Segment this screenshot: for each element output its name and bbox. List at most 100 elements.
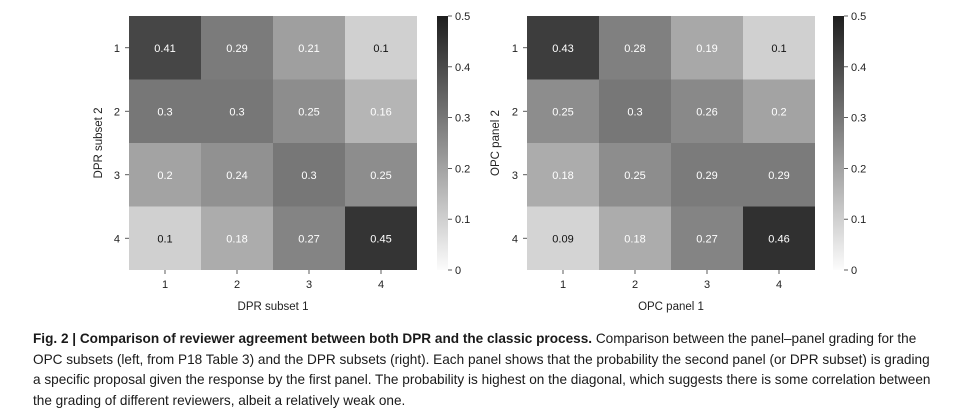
- colorbar-tick-label: 0.2: [851, 163, 866, 175]
- cell-value-label: 0.3: [627, 106, 642, 118]
- cell-value-label: 0.18: [552, 170, 573, 182]
- heatmap-cell: [345, 143, 417, 207]
- caption-body: Comparison between the panel–panel gradi…: [33, 331, 931, 408]
- heatmap-cell: [527, 206, 599, 270]
- cell-value-label: 0.29: [696, 170, 717, 182]
- heatmap-cell: [273, 206, 345, 270]
- heatmap-left: 0.41 0.29 0.21 0.10.3 0.3 0.25 0.160.2 0.24 0.3 0…: [93, 11, 470, 313]
- heatmap-cell: [671, 143, 743, 207]
- x-tick-label: 1: [560, 279, 566, 291]
- y-tick-label: 4: [114, 233, 120, 245]
- y-tick-label: 4: [512, 233, 518, 245]
- cell-value-label: 0.29: [226, 43, 247, 55]
- y-tick-label: 3: [512, 170, 518, 182]
- heatmap-cell: [201, 143, 273, 207]
- heatmap-cell: [743, 206, 815, 270]
- heatmap-cell: [599, 143, 671, 207]
- y-tick-label: 2: [512, 106, 518, 118]
- x-tick-label: 3: [306, 279, 312, 291]
- x-tick-label: 4: [776, 279, 782, 291]
- heatmap-cell: [671, 79, 743, 143]
- cell-value-label: 0.45: [370, 233, 391, 245]
- heatmap-cell: [201, 206, 273, 270]
- colorbar-tick-label: 0.5: [851, 11, 866, 23]
- colorbar-tick-label: 0.4: [455, 62, 470, 74]
- x-axis-label: DPR subset 1: [238, 301, 309, 313]
- cell-value-label: 0.25: [552, 106, 573, 118]
- heatmap-cell: [599, 79, 671, 143]
- heatmap-cell: [527, 143, 599, 207]
- heatmap-cell: [129, 79, 201, 143]
- cell-value-label: 0.3: [229, 106, 244, 118]
- cell-value-label: 0.25: [370, 170, 391, 182]
- heatmap-cell: [671, 16, 743, 80]
- heatmap-cell: [743, 143, 815, 207]
- cell-value-label: 0.1: [771, 43, 786, 55]
- heatmap-cell: [129, 206, 201, 270]
- colorbar: [833, 16, 844, 270]
- colorbar: [437, 16, 448, 270]
- cell-value-label: 0.18: [226, 233, 247, 245]
- heatmap-cell: [345, 206, 417, 270]
- cell-value-label: 0.18: [624, 233, 645, 245]
- colorbar-tick-label: 0.5: [455, 11, 470, 23]
- cell-value-label: 0.46: [768, 233, 789, 245]
- heatmap-cell: [129, 143, 201, 207]
- heatmap-cell: [273, 16, 345, 80]
- heatmap-cell: [273, 143, 345, 207]
- cell-value-label: 0.2: [157, 170, 172, 182]
- cell-value-label: 0.2: [771, 106, 786, 118]
- cell-value-label: 0.3: [157, 106, 172, 118]
- cell-value-label: 0.43: [552, 43, 573, 55]
- heatmap-cell: [129, 16, 201, 80]
- colorbar-tick-label: 0: [455, 265, 461, 277]
- heatmap-cell: [273, 79, 345, 143]
- y-axis-label: DPR subset 2: [93, 108, 105, 179]
- heatmap-cell: [201, 16, 273, 80]
- colorbar-tick-label: 0.4: [851, 62, 866, 74]
- y-tick-label: 1: [114, 43, 120, 55]
- heatmap-cell: [345, 79, 417, 143]
- x-axis-label: OPC panel 1: [638, 301, 704, 313]
- x-tick-label: 3: [704, 279, 710, 291]
- cell-value-label: 0.27: [696, 233, 717, 245]
- heatmap-cell: [201, 79, 273, 143]
- heatmap-cell: [743, 79, 815, 143]
- cell-value-label: 0.24: [226, 170, 247, 182]
- cell-value-label: 0.1: [373, 43, 388, 55]
- cell-value-label: 0.19: [696, 43, 717, 55]
- y-tick-label: 2: [114, 106, 120, 118]
- caption-lead: Fig. 2 | Comparison of reviewer agreemen…: [33, 331, 593, 346]
- colorbar-tick-label: 0.1: [851, 214, 866, 226]
- heatmap-right: 0.43 0.28 0.19 0.10.25 0.3 0.26 0.20.18 0.25 0.2…: [490, 11, 866, 313]
- cell-value-label: 0.29: [768, 170, 789, 182]
- heatmap-cell: [599, 16, 671, 80]
- cell-value-label: 0.26: [696, 106, 717, 118]
- cell-value-label: 0.27: [298, 233, 319, 245]
- heatmap-cell: [345, 16, 417, 80]
- x-tick-label: 4: [378, 279, 384, 291]
- heatmap-cell: [671, 206, 743, 270]
- cell-value-label: 0.09: [552, 233, 573, 245]
- cell-value-label: 0.25: [298, 106, 319, 118]
- heatmap-cell: [743, 16, 815, 80]
- heatmap-cell: [527, 79, 599, 143]
- y-axis-label: OPC panel 2: [490, 110, 502, 176]
- colorbar-tick-label: 0: [851, 265, 857, 277]
- x-tick-label: 2: [632, 279, 638, 291]
- x-tick-label: 1: [162, 279, 168, 291]
- cell-value-label: 0.41: [154, 43, 175, 55]
- y-tick-label: 1: [512, 43, 518, 55]
- heatmap-cell: [527, 16, 599, 80]
- figure-panels: 0.41 0.29 0.21 0.10.3 0.3 0.25 0.160.2 0.24 0.3 0…: [93, 11, 866, 313]
- colorbar-tick-label: 0.3: [455, 113, 470, 125]
- cell-value-label: 0.1: [157, 233, 172, 245]
- cell-value-label: 0.3: [301, 170, 316, 182]
- y-tick-label: 3: [114, 170, 120, 182]
- cell-value-label: 0.28: [624, 43, 645, 55]
- colorbar-tick-label: 0.3: [851, 113, 866, 125]
- x-tick-label: 2: [234, 279, 240, 291]
- cell-value-label: 0.16: [370, 106, 391, 118]
- cell-value-label: 0.25: [624, 170, 645, 182]
- heatmap-cell: [599, 206, 671, 270]
